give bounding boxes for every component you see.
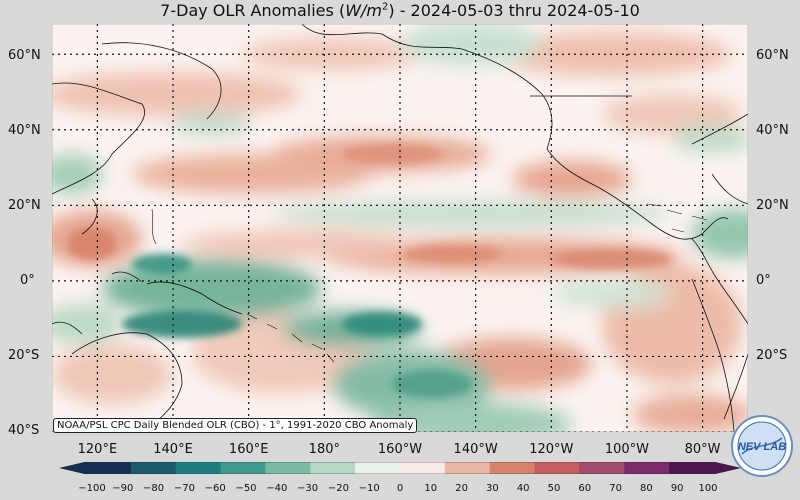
- colorbar-segment: [444, 462, 491, 474]
- lat-label-right: 60°N: [756, 48, 789, 63]
- colorbar-tick-label: −50: [235, 483, 257, 494]
- colorbar-tick-label: 80: [640, 483, 653, 494]
- colorbar-tick-label: 70: [609, 483, 622, 494]
- colorbar-tick-label: −100: [78, 483, 106, 494]
- lon-label: 160°E: [228, 442, 269, 457]
- lab-logo: NEV LAB: [731, 415, 793, 477]
- lat-label-left: 0°: [20, 273, 35, 288]
- colorbar-segment: [355, 462, 401, 474]
- lon-label: 80°W: [684, 442, 721, 457]
- colorbar-segment: [400, 462, 446, 474]
- olr-anomaly-map: [52, 24, 748, 432]
- colorbar-tick-label: 40: [516, 483, 530, 494]
- gridlines: [52, 24, 748, 432]
- data-source-credit: NOAA/PSL CPC Daily Blended OLR (CBO) - 1…: [53, 418, 418, 433]
- colorbar-segment: [130, 462, 177, 474]
- colorbar-tick-label: −10: [358, 483, 380, 494]
- colorbar-segment: [579, 462, 625, 474]
- lat-label-right: 0°: [756, 273, 771, 288]
- lon-label: 180°: [308, 442, 341, 457]
- colorbar-tick-label: 100: [698, 483, 718, 494]
- svg-text:NEV LAB: NEV LAB: [738, 441, 786, 453]
- colorbar-tick-label: 90: [670, 483, 684, 494]
- colorbar-segment: [265, 462, 311, 474]
- colorbar-segment: [310, 462, 356, 474]
- colorbar-tick-label: −60: [204, 483, 226, 494]
- lon-label: 160°W: [377, 442, 423, 457]
- lon-label: 140°W: [453, 442, 498, 457]
- lat-label-right: 20°N: [756, 198, 789, 213]
- colorbar-tick-label: 30: [486, 483, 499, 494]
- colorbar-segment: [86, 462, 132, 474]
- lon-label: 120°W: [529, 442, 574, 457]
- colorbar-tick-label: −20: [327, 483, 349, 494]
- colorbar-segment: [220, 462, 267, 474]
- lat-label-left: 20°S: [8, 348, 40, 363]
- colorbar-min-arrow: [60, 462, 86, 474]
- coastlines: [52, 24, 748, 432]
- colorbar: [60, 462, 740, 474]
- lat-label-left: 40°S: [8, 423, 40, 438]
- lon-label: 120°E: [77, 442, 118, 457]
- colorbar-tick-label: 20: [455, 483, 468, 494]
- lat-label-left: 20°N: [8, 198, 41, 213]
- colorbar-segment: [669, 462, 715, 474]
- map-title: 7-Day OLR Anomalies (W/m2) - 2024-05-03 …: [160, 1, 640, 20]
- lon-label: 100°W: [604, 442, 650, 457]
- colorbar-tick-label: 60: [578, 483, 592, 494]
- colorbar-segment: [175, 462, 222, 474]
- colorbar-tick-label: −30: [297, 483, 319, 494]
- colorbar-segment: [489, 462, 536, 474]
- colorbar-tick-label: −40: [266, 483, 288, 494]
- colorbar-tick-label: 10: [424, 483, 438, 494]
- colorbar-max-arrow: [714, 462, 740, 474]
- colorbar-segment: [624, 462, 670, 474]
- lat-label-right: 40°N: [756, 123, 789, 138]
- colorbar-tick-label: 0: [396, 483, 404, 494]
- colorbar-tick-label: −70: [173, 483, 195, 494]
- lat-label-right: 20°S: [756, 348, 788, 363]
- lat-label-left: 40°N: [8, 123, 41, 138]
- lon-label: 140°E: [153, 442, 193, 457]
- colorbar-tick-label: −90: [112, 483, 134, 494]
- anomaly-cores: [68, 144, 672, 398]
- colorbar-tick-label: −80: [143, 483, 165, 494]
- colorbar-segment: [534, 462, 581, 474]
- colorbar-tick-label: 50: [547, 483, 561, 494]
- lat-label-left: 60°N: [8, 48, 41, 63]
